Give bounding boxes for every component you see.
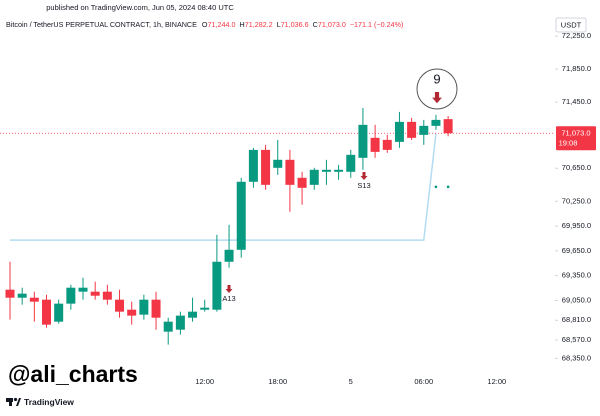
x-tick-label: 12:00 [195, 377, 214, 386]
candle-body [127, 309, 137, 316]
candle-body [309, 169, 319, 185]
candle-body [151, 299, 161, 318]
y-tick-label: 71,850.0 [562, 64, 591, 73]
setup-circle [416, 68, 458, 110]
ohlc-key: C [313, 20, 318, 29]
candle-body [236, 181, 246, 250]
candle-body [394, 121, 404, 142]
ohlc-value: 71,073.0 [318, 20, 346, 29]
candle-body [54, 303, 64, 322]
y-tick-label: 70,250.0 [562, 196, 591, 205]
candle-body [382, 139, 392, 150]
candle-body [212, 261, 222, 310]
ohlc-value: 71,244.0 [208, 20, 236, 29]
y-tick-label: 68,570.0 [562, 335, 591, 344]
y-tick-label: 69,950.0 [562, 221, 591, 230]
y-tick-label: 69,350.0 [562, 271, 591, 280]
x-tick-label: 18:00 [268, 377, 287, 386]
candle-body [90, 291, 100, 296]
candle-body [200, 307, 210, 310]
candle-body [407, 121, 417, 138]
candle-body [188, 311, 198, 318]
candle-body [273, 159, 283, 168]
ohlc-key: O [202, 20, 208, 29]
candle-body [42, 299, 52, 325]
candle-body [261, 149, 271, 185]
header: Bitcoin / TetherUS PERPETUAL CONTRACT, 1… [6, 20, 403, 29]
annotation: S13 [357, 181, 370, 190]
candle-body [370, 137, 380, 152]
change: −171.1 (−0.24%) [350, 20, 404, 29]
x-tick-label: 06:00 [414, 377, 433, 386]
x-tick-label: 5 [349, 377, 353, 386]
candle-body [358, 124, 368, 158]
candle-body [443, 119, 453, 134]
currency: USDT [561, 20, 582, 29]
candle-body [419, 125, 429, 135]
candle-body [66, 287, 76, 304]
candle-body [431, 119, 441, 126]
ohlc-value: 71,036.6 [281, 20, 309, 29]
y-tick-label: 69,650.0 [562, 246, 591, 255]
y-tick-label: 68,810.0 [562, 315, 591, 324]
y-tick-label: 72,250.0 [562, 31, 591, 40]
candle-body [5, 289, 15, 298]
annotation: 9 [433, 71, 440, 86]
support-line [10, 133, 437, 241]
candle-body [17, 293, 27, 298]
candle-body [297, 177, 307, 188]
candle-body [346, 154, 356, 172]
annotation: A13 [222, 294, 235, 303]
y-tick-label: 68,350.0 [562, 353, 591, 362]
y-tick-label: 70,650.0 [562, 163, 591, 172]
y-tick-label: 71,450.0 [562, 97, 591, 106]
candle-body [224, 249, 234, 262]
price-label: 71,073.0 [561, 128, 590, 137]
candle-body [321, 169, 331, 172]
published: published on TradingView.com, Jun 05, 20… [46, 3, 234, 12]
currency-box [555, 17, 587, 33]
sell-arrow [432, 92, 442, 104]
ohlc-value: 71,282.2 [245, 20, 273, 29]
brand-logo [6, 397, 21, 406]
candle-body [29, 297, 39, 302]
watermark: @ali_charts [8, 361, 138, 387]
ohlc-key: H [240, 20, 245, 29]
dot [434, 185, 438, 189]
brand: TradingView [24, 397, 74, 407]
sell-arrow [360, 172, 368, 180]
x-tick-label: 12:00 [487, 377, 506, 386]
candle-body [248, 149, 258, 182]
symbol: Bitcoin / TetherUS PERPETUAL CONTRACT, 1… [6, 20, 197, 29]
candle-body [115, 299, 125, 312]
ohlc-key: L [277, 20, 281, 29]
candle-body [334, 169, 344, 172]
candle-body [78, 287, 88, 292]
candle-body [102, 291, 112, 300]
candle-body [163, 321, 173, 332]
price-label-box [556, 126, 596, 151]
sell-arrow [225, 285, 233, 293]
candle-body [285, 159, 295, 185]
countdown: 19:08 [559, 138, 578, 147]
candle-body [139, 299, 149, 315]
candle-body [175, 315, 185, 330]
dot [446, 185, 450, 189]
y-tick-label: 69,050.0 [562, 295, 591, 304]
